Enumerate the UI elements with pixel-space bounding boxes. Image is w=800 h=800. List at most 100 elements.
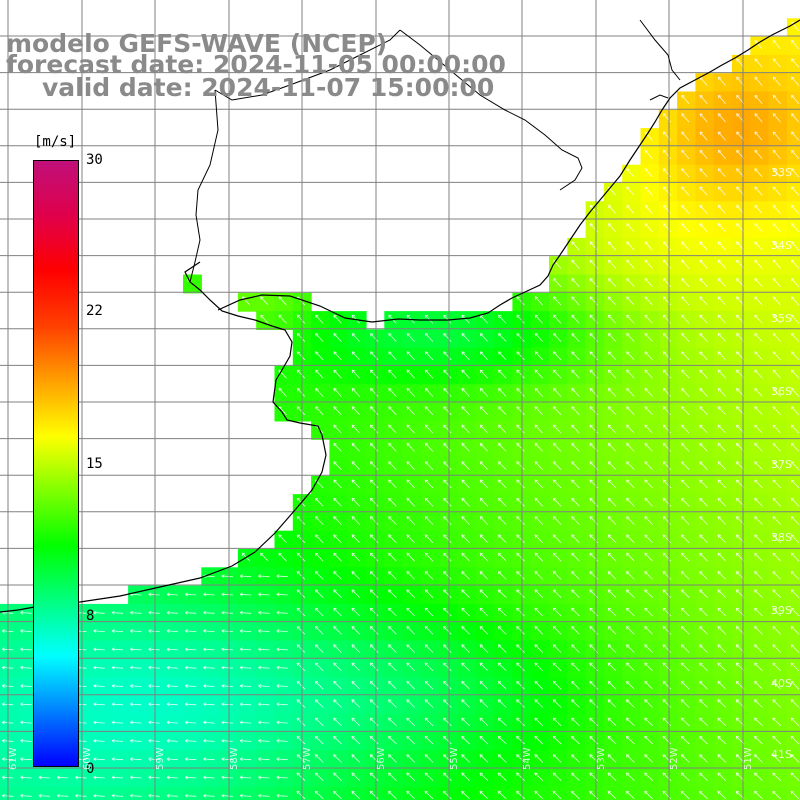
wind-arrow [699,369,708,379]
wind-arrow [717,607,727,617]
wind-arrow [790,699,800,708]
wind-arrow [662,333,672,342]
wind-arrow [497,626,507,635]
wind-speed-cell [750,786,770,800]
wind-arrow [443,534,452,544]
wind-arrow [351,479,361,489]
wind-arrow [791,94,800,105]
wind-arrow [571,497,580,507]
wind-arrow [516,387,525,397]
wind-speed-cell [786,567,800,587]
wind-arrow [662,424,672,434]
wind-speed-cell [768,786,788,800]
wind-arrow [644,552,653,562]
wind-arrow [258,684,270,688]
wind-speed-cell [786,384,800,404]
wind-arrow [516,479,525,489]
wind-arrow [351,369,360,379]
wind-arrow [552,424,562,434]
wind-arrow [754,717,763,727]
wind-arrow [111,720,124,725]
wind-arrow [314,717,324,727]
wind-speed-cell [146,786,166,800]
wind-arrow [461,644,470,653]
wind-arrow [626,223,635,233]
wind-arrow [754,571,763,580]
wind-speed-cell [786,347,800,367]
wind-arrow [296,754,306,763]
wind-arrow [571,552,580,562]
wind-arrow [534,571,544,580]
wind-arrow [258,665,270,670]
wind-arrow [148,793,160,798]
wind-arrow [717,680,727,690]
wind-arrow [443,479,452,489]
wind-arrow [296,387,306,397]
wind-arrow [644,406,653,416]
wind-arrow [699,186,708,196]
wind-arrow [479,461,489,470]
wind-arrow [239,702,252,707]
wind-arrow [424,387,434,397]
wind-arrow [644,278,653,288]
wind-arrow [296,333,306,342]
wind-arrow [443,442,452,452]
wind-arrow [388,680,397,690]
wind-arrow [717,735,727,745]
wind-arrow [184,775,197,780]
wind-arrow [130,665,142,670]
title-forecast-date: forecast date: 2024-11-05 00:00:00 [6,50,506,79]
wind-speed-cell [786,73,800,93]
wind-arrow [607,699,617,708]
wind-arrow [111,665,124,670]
wind-arrow [717,314,726,324]
wind-arrow [424,772,434,781]
wind-arrow [333,516,342,525]
wind-speed-cell [786,219,800,239]
wind-arrow [258,629,270,633]
wind-arrow [239,720,252,725]
wind-arrow [571,369,580,379]
wind-arrow [534,406,543,416]
wind-arrow [571,516,580,525]
wind-arrow [221,720,233,725]
lon-label-53w: 53W [596,747,607,770]
wind-arrow [607,314,617,324]
wind-arrow [644,607,653,617]
wind-arrow [681,369,690,379]
wind-arrow [221,629,233,633]
wind-arrow [571,626,580,635]
wind-arrow [553,333,562,342]
wind-arrow [424,442,434,452]
wind-arrow [516,644,525,653]
wind-arrow [276,738,288,743]
wind-arrow [607,589,617,598]
title-valid-date: valid date: 2024-11-07 15:00:00 [42,73,495,102]
wind-arrow [644,369,653,379]
wind-arrow [552,516,562,525]
wind-arrow [534,497,544,507]
wind-arrow [111,647,124,652]
wind-arrow [772,333,781,342]
wind-arrow [717,369,726,379]
lon-label-56w: 56W [376,747,387,770]
wind-arrow [203,793,215,798]
lon-label-58w: 58W [229,747,240,770]
wind-arrow [424,424,434,434]
wind-arrow [534,479,544,489]
wind-arrow [791,186,800,196]
wind-arrow [571,442,580,452]
wind-arrow [571,644,580,653]
wind-arrow [644,241,653,251]
wind-speed-cell [329,786,349,800]
lat-label-39s: 39S [771,604,792,617]
wind-speed-cell [786,256,800,276]
wind-arrow [644,571,653,580]
wind-arrow [717,790,727,800]
wind-arrow [681,387,690,397]
wind-arrow [442,699,452,708]
wind-arrow [424,699,434,708]
wind-arrow [20,720,32,725]
wind-arrow [443,406,452,416]
wind-arrow [662,387,672,397]
